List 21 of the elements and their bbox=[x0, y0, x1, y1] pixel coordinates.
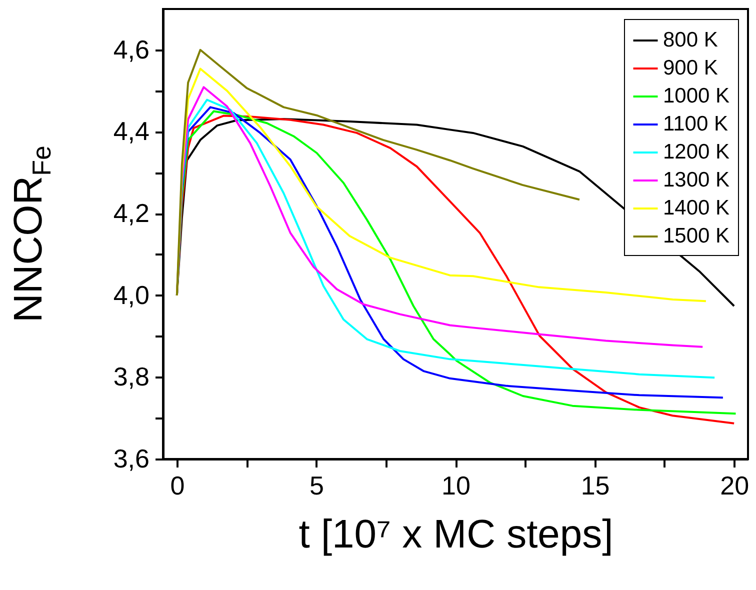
legend-label: 1300 K bbox=[663, 168, 730, 192]
y-tick-label: 4,0 bbox=[113, 280, 150, 310]
x-axis-title: t [10⁷ x MC steps] bbox=[298, 512, 614, 556]
legend-label: 1200 K bbox=[663, 140, 730, 164]
legend-label: 1400 K bbox=[663, 196, 730, 220]
legend-label: 800 K bbox=[663, 28, 718, 52]
x-tick-label: 10 bbox=[442, 470, 470, 500]
y-tick-label: 3,6 bbox=[113, 444, 150, 474]
legend-label: 1100 K bbox=[663, 112, 728, 136]
x-tick-label: 15 bbox=[580, 470, 610, 500]
y-tick-label: 4,4 bbox=[113, 116, 150, 146]
legend-label: 900 K bbox=[663, 56, 718, 80]
y-tick-label: 4,2 bbox=[113, 198, 150, 228]
x-tick-label: 20 bbox=[720, 470, 750, 500]
line-series bbox=[176, 48, 580, 296]
y-tick-label: 3,8 bbox=[113, 362, 150, 392]
legend-label: 1500 K bbox=[663, 224, 730, 248]
legend-label: 1000 K bbox=[663, 84, 730, 108]
x-tick-label: 0 bbox=[170, 470, 185, 500]
x-tick-label: 5 bbox=[309, 470, 324, 500]
y-tick-label: 4,6 bbox=[113, 34, 150, 64]
